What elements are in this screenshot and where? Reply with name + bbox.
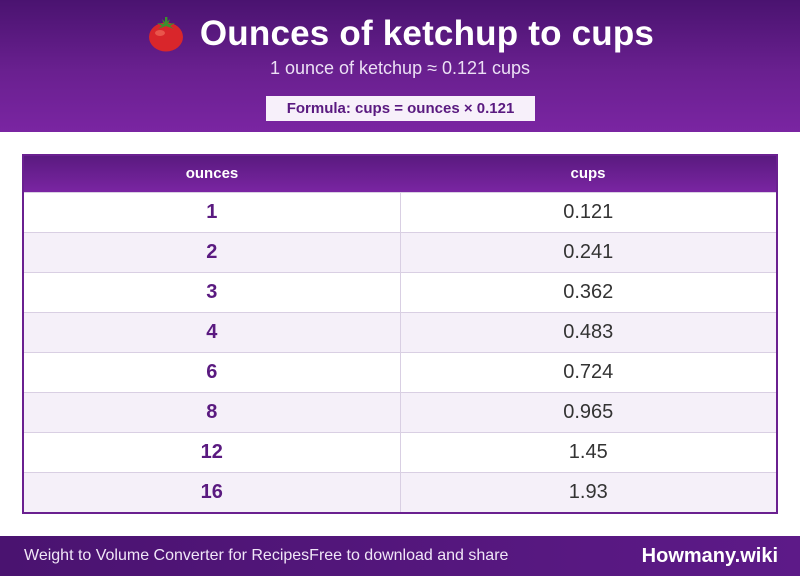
- cups-cell: 1.93: [568, 480, 608, 503]
- ounces-cell: 16: [24, 472, 401, 512]
- ounces-cell: 4: [24, 312, 401, 352]
- tomato-icon: [146, 14, 186, 54]
- table-header-row: ounces cups: [24, 156, 776, 192]
- brand-logo-text[interactable]: Howmany.wiki: [641, 545, 778, 567]
- cups-cell: 1.45: [568, 440, 608, 463]
- footer-converter-link[interactable]: Weight to Volume Converter for Recipes: [24, 547, 310, 564]
- table-row: 16 1.93: [24, 472, 776, 512]
- cups-cell: 0.241: [563, 240, 614, 263]
- ounces-cell: 12: [24, 432, 401, 472]
- title-row: Ounces of ketchup to cups: [0, 12, 800, 56]
- column-header-ounces: ounces: [185, 165, 239, 183]
- ounces-cell: 8: [24, 392, 401, 432]
- table-row: 2 0.241: [24, 232, 776, 272]
- formula-badge: Formula: cups = ounces × 0.121: [266, 96, 535, 121]
- footer-share-text: Free to download and share: [309, 547, 509, 564]
- ounces-cell: 2: [24, 232, 401, 272]
- table-row: 1 0.121: [24, 192, 776, 232]
- table-row: 6 0.724: [24, 352, 776, 392]
- cups-cell: 0.483: [563, 320, 614, 343]
- header-banner: Ounces of ketchup to cups 1 ounce of ket…: [0, 0, 800, 132]
- page-title: Ounces of ketchup to cups: [199, 14, 655, 53]
- cups-cell: 0.362: [563, 280, 614, 303]
- cups-cell: 0.121: [563, 200, 614, 223]
- table-row: 4 0.483: [24, 312, 776, 352]
- table-row: 12 1.45: [24, 432, 776, 472]
- ounces-cell: 3: [24, 272, 401, 312]
- cups-cell: 0.965: [563, 400, 614, 423]
- ounces-cell: 6: [24, 352, 401, 392]
- table-row: 3 0.362: [24, 272, 776, 312]
- conversion-table: ounces cups 1 0.121 2 0.241 3 0.362 4 0.…: [22, 154, 778, 514]
- footer-bar: Weight to Volume Converter for Recipes F…: [0, 536, 800, 576]
- column-header-cups: cups: [570, 165, 606, 183]
- cups-cell: 0.724: [563, 360, 614, 383]
- conversion-subtitle: 1 ounce of ketchup ≈ 0.121 cups: [269, 58, 531, 78]
- table-row: 8 0.965: [24, 392, 776, 432]
- ounces-cell: 1: [24, 192, 401, 232]
